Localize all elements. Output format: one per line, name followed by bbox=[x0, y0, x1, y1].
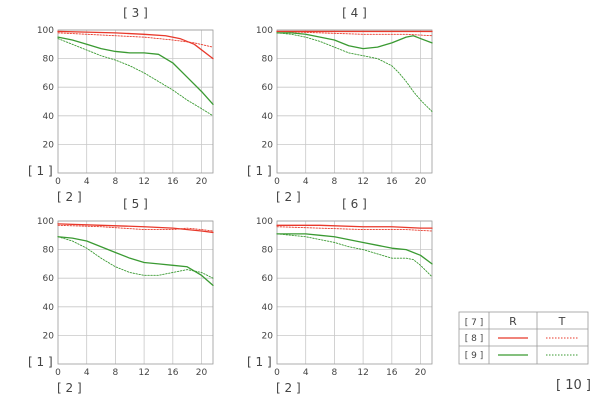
x-tick-label: 0 bbox=[274, 177, 280, 187]
legend-border bbox=[458, 311, 589, 365]
x-tick-label: 8 bbox=[332, 177, 338, 187]
y-axis-label: [ 1 ] bbox=[28, 355, 53, 369]
y-tick-label: 20 bbox=[262, 140, 274, 150]
series-line-green-solid bbox=[57, 36, 214, 106]
y-tick-label: 100 bbox=[256, 26, 273, 36]
chart-title: [ 3 ] bbox=[123, 6, 148, 20]
x-tick-label: 12 bbox=[357, 368, 368, 378]
y-tick-label: 100 bbox=[256, 217, 273, 227]
y-tick-label: 20 bbox=[43, 331, 55, 341]
y-tick-label: 40 bbox=[43, 112, 55, 122]
plot-frame bbox=[276, 220, 433, 365]
legend-col-r: R bbox=[509, 315, 517, 328]
x-tick-label: 20 bbox=[415, 368, 427, 378]
series-line-red-solid bbox=[276, 224, 433, 229]
chart-panel-3: 0 4 8 12 16 20 20 40 60 80 100 [ 5 ] [ 1 ] [ 2 ] bbox=[28, 197, 214, 395]
x-tick-label: 8 bbox=[113, 177, 119, 187]
y-axis-label: [ 1 ] bbox=[247, 355, 272, 369]
y-tick-label: 100 bbox=[37, 26, 54, 36]
x-tick-label: 12 bbox=[138, 177, 149, 187]
series-line-green-dotted bbox=[276, 233, 433, 278]
y-tick-label: 20 bbox=[43, 140, 55, 150]
legend-col-t: T bbox=[558, 315, 566, 328]
series-line-red-dotted bbox=[57, 32, 214, 48]
chart-title: [ 5 ] bbox=[123, 197, 148, 211]
x-tick-label: 12 bbox=[357, 177, 368, 187]
x-tick-label: 4 bbox=[303, 177, 309, 187]
y-tick-label: 80 bbox=[43, 246, 55, 256]
x-tick-label: 16 bbox=[386, 368, 398, 378]
legend-row-red-label: [ 8 ] bbox=[465, 334, 483, 344]
series-line-green-dotted bbox=[276, 32, 433, 112]
series-line-green-solid bbox=[57, 236, 214, 287]
x-tick-label: 4 bbox=[84, 368, 90, 378]
x-tick-label: 20 bbox=[415, 177, 427, 187]
plot-frame bbox=[57, 29, 214, 174]
y-tick-label: 60 bbox=[262, 83, 274, 93]
x-tick-label: 20 bbox=[196, 368, 208, 378]
series-line-red-dotted bbox=[57, 224, 214, 232]
x-tick-label: 8 bbox=[332, 368, 338, 378]
chart-title: [ 4 ] bbox=[342, 6, 367, 20]
x-tick-label: 8 bbox=[113, 368, 119, 378]
y-tick-label: 60 bbox=[43, 274, 55, 284]
series-line-green-dotted bbox=[57, 236, 214, 279]
y-axis-label: [ 1 ] bbox=[247, 164, 272, 178]
x-tick-label: 4 bbox=[84, 177, 90, 187]
y-tick-label: 60 bbox=[43, 83, 55, 93]
x-tick-label: 20 bbox=[196, 177, 208, 187]
series-line-red-solid bbox=[57, 223, 214, 234]
plot-frame bbox=[276, 29, 433, 174]
y-tick-label: 60 bbox=[262, 274, 274, 284]
x-tick-label: 0 bbox=[274, 368, 280, 378]
y-tick-label: 40 bbox=[262, 303, 274, 313]
chart-panel-2: 0 4 8 12 16 20 20 40 60 80 100 [ 4 ] [ 1 ] [ 2 ] bbox=[247, 6, 433, 204]
x-axis-label: [ 2 ] bbox=[57, 381, 82, 395]
legend-table: [ 7 ] R T [ 8 ] [ 9 ] bbox=[458, 311, 589, 365]
chart-panel-4: 0 4 8 12 16 20 20 40 60 80 100 [ 6 ] [ 1 ] [ 2 ] bbox=[247, 197, 433, 395]
series-line-green-solid bbox=[276, 233, 433, 265]
x-tick-label: 0 bbox=[55, 177, 61, 187]
x-tick-label: 16 bbox=[167, 368, 179, 378]
legend-row-green-label: [ 9 ] bbox=[465, 351, 483, 361]
y-tick-label: 20 bbox=[262, 331, 274, 341]
x-tick-label: 4 bbox=[303, 368, 309, 378]
x-tick-label: 16 bbox=[167, 177, 179, 187]
legend-corner-label: [ 7 ] bbox=[465, 318, 483, 328]
series-line-red-dotted bbox=[276, 30, 433, 37]
y-tick-label: 80 bbox=[262, 55, 274, 65]
y-tick-label: 40 bbox=[43, 303, 55, 313]
footnote-label: [ 10 ] bbox=[556, 378, 591, 393]
chart-panel-1: 0 4 8 12 16 20 20 40 60 80 100 [ 3 ] [ 1 ] [ 2 ] bbox=[28, 6, 214, 204]
plot-frame bbox=[57, 220, 214, 365]
x-tick-label: 12 bbox=[138, 368, 149, 378]
chart-title: [ 6 ] bbox=[342, 197, 367, 211]
series-line-red-dotted bbox=[276, 226, 433, 232]
series-line-green-solid bbox=[276, 32, 433, 50]
y-tick-label: 80 bbox=[262, 246, 274, 256]
x-tick-label: 0 bbox=[55, 368, 61, 378]
series-line-red-solid bbox=[57, 30, 214, 60]
x-axis-label: [ 2 ] bbox=[276, 381, 301, 395]
y-tick-label: 40 bbox=[262, 112, 274, 122]
x-tick-label: 16 bbox=[386, 177, 398, 187]
y-tick-label: 80 bbox=[43, 55, 55, 65]
series-line-green-dotted bbox=[57, 38, 214, 117]
y-axis-label: [ 1 ] bbox=[28, 164, 53, 178]
x-axis-label: [ 2 ] bbox=[276, 190, 301, 204]
y-tick-label: 100 bbox=[37, 217, 54, 227]
x-axis-label: [ 2 ] bbox=[57, 190, 82, 204]
